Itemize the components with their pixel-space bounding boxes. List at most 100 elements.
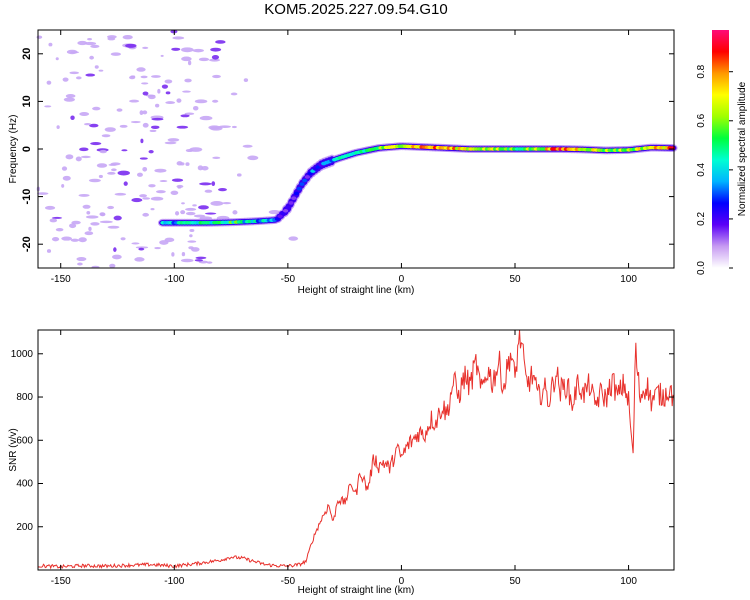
- spectrogram-noise-cell: [61, 184, 65, 188]
- spectrogram-noise-cell: [70, 238, 80, 242]
- colorbar-tick-label: 0.6: [696, 113, 707, 127]
- spectrogram-noise-cell: [62, 77, 69, 82]
- spectrogram-ridge-core: [293, 191, 300, 196]
- spectrogram-noise-cell: [204, 189, 213, 193]
- spectrogram-noise-cell: [164, 79, 173, 84]
- spectrogram-noise-cell: [181, 56, 192, 62]
- spectrogram-noise-cell: [187, 60, 192, 66]
- x-tick-label: -100: [164, 274, 184, 285]
- colorbar-tick-label: 0.2: [696, 212, 707, 226]
- spectrogram-x-axis-label: Height of straight line (km): [298, 285, 415, 296]
- spectrogram-noise-cell: [155, 190, 166, 194]
- spectrogram-noise-cell: [210, 200, 224, 206]
- spectrogram-noise-cell: [71, 220, 81, 225]
- spectrogram-noise-cell: [138, 247, 145, 251]
- spectrogram-noise-cell: [171, 252, 175, 257]
- x-tick-label: -150: [51, 576, 71, 587]
- spectrogram-noise-cell: [150, 196, 164, 201]
- spectrogram-noise-cell: [222, 201, 232, 205]
- spectrogram-noise-cell: [139, 110, 144, 116]
- spectrogram-noise-cell: [65, 94, 76, 98]
- spectrogram-noise-cell: [181, 202, 185, 205]
- spectrogram-noise-cell: [135, 246, 149, 249]
- spectrogram-noise-cell: [89, 55, 94, 60]
- spectrogram-noise-cell: [155, 103, 160, 108]
- spectrogram-noise-cell: [99, 220, 113, 224]
- spectrogram-noise-cell: [112, 254, 122, 260]
- spectrogram-noise-cell: [150, 125, 160, 129]
- spectrogram-noise-cell: [187, 240, 197, 243]
- spectrogram-noise-cell: [79, 147, 89, 152]
- spectrogram-noise-cell: [176, 184, 184, 188]
- spectrogram-noise-cell: [76, 257, 87, 262]
- spectrogram-noise-cell: [89, 123, 99, 128]
- spectrogram-noise-cell: [189, 228, 195, 233]
- y-tick-label: 200: [16, 522, 33, 533]
- spectrogram-noise-cell: [184, 112, 195, 115]
- spectrogram-noise-cell: [96, 163, 108, 168]
- spectrogram-noise-cell: [175, 211, 180, 216]
- spectrogram-noise-cell: [79, 112, 90, 117]
- spectrogram-noise-cell: [232, 210, 238, 215]
- spectrogram-noise-cell: [134, 257, 145, 262]
- y-tick-label: -20: [21, 236, 33, 252]
- spectrogram-noise-cell: [167, 138, 180, 142]
- spectrogram-noise-cell: [69, 223, 77, 229]
- spectrogram-noise-cell: [70, 115, 75, 121]
- spectrogram-noise-cell: [142, 167, 148, 172]
- spectrogram-noise-cell: [99, 212, 106, 217]
- spectrogram-noise-cell: [44, 105, 52, 108]
- spectrogram-noise-cell: [190, 247, 200, 252]
- spectrogram-noise-cell: [55, 57, 59, 61]
- spectrogram-noise-cell: [98, 174, 103, 179]
- figure-title: KOM5.2025.227.09.54.G10: [264, 1, 447, 18]
- spectrogram-noise-cell: [75, 156, 82, 162]
- spectrogram-y-axis-label: Frequency (Hz): [8, 115, 19, 184]
- spectrogram-noise-cell: [197, 165, 204, 171]
- spectrogram-noise-cell: [172, 36, 185, 40]
- spectrogram-noise-cell: [113, 215, 122, 221]
- spectrogram-noise-cell: [66, 49, 78, 55]
- spectrogram-noise-cell: [171, 178, 184, 182]
- spectrogram-noise-cell: [77, 262, 83, 266]
- spectrogram-noise-cell: [154, 168, 167, 173]
- spectrogram-noise-cell: [65, 154, 74, 160]
- spectrogram-noise-cell: [154, 246, 161, 250]
- y-tick-label: 20: [21, 48, 33, 60]
- y-tick-label: 600: [16, 435, 33, 446]
- x-tick-label: 50: [509, 274, 521, 285]
- spectrogram-noise-cell: [62, 175, 71, 181]
- spectrogram-noise-cell: [56, 125, 60, 130]
- spectrogram-noise-cell: [218, 125, 231, 128]
- spectrogram-noise-cell: [107, 205, 115, 210]
- spectrogram-noise-cell: [165, 91, 171, 95]
- spectrogram-noise-cell: [140, 75, 148, 79]
- spectrogram-noise-cell: [211, 181, 216, 187]
- spectrogram-noise-cell: [85, 215, 99, 219]
- spectrogram-noise-cell: [78, 237, 87, 243]
- spectrogram-cells: [36, 30, 678, 269]
- spectrogram-noise-cell: [148, 150, 154, 154]
- spectrogram-noise-cell: [150, 75, 161, 78]
- spectrogram-noise-cell: [36, 35, 43, 39]
- spectrogram-ridge-core: [285, 205, 291, 210]
- spectrogram-noise-cell: [130, 75, 136, 78]
- spectrogram-ridge-core: [282, 208, 289, 213]
- spectrogram-ridge-core: [299, 182, 305, 186]
- spectrogram-noise-cell: [180, 210, 186, 215]
- spectrogram-noise-cell: [46, 80, 52, 85]
- spectrogram-noise-cell: [85, 73, 96, 77]
- spectrogram-noise-cell: [90, 44, 100, 48]
- spectrogram-ridge-core: [302, 178, 308, 183]
- spectrogram-noise-cell: [212, 156, 221, 160]
- spectrogram-noise-cell: [194, 99, 208, 104]
- spectrogram-noise-cell: [107, 37, 116, 41]
- spectrogram-noise-cell: [119, 124, 128, 128]
- spectrogram-noise-cell: [189, 147, 203, 152]
- spectrogram-noise-cell: [123, 181, 128, 186]
- spectrogram-noise-cell: [44, 205, 56, 210]
- spectrogram-noise-cell: [122, 35, 133, 40]
- spectrogram-noise-cell: [192, 105, 199, 111]
- spectrogram-noise-cell: [150, 207, 155, 211]
